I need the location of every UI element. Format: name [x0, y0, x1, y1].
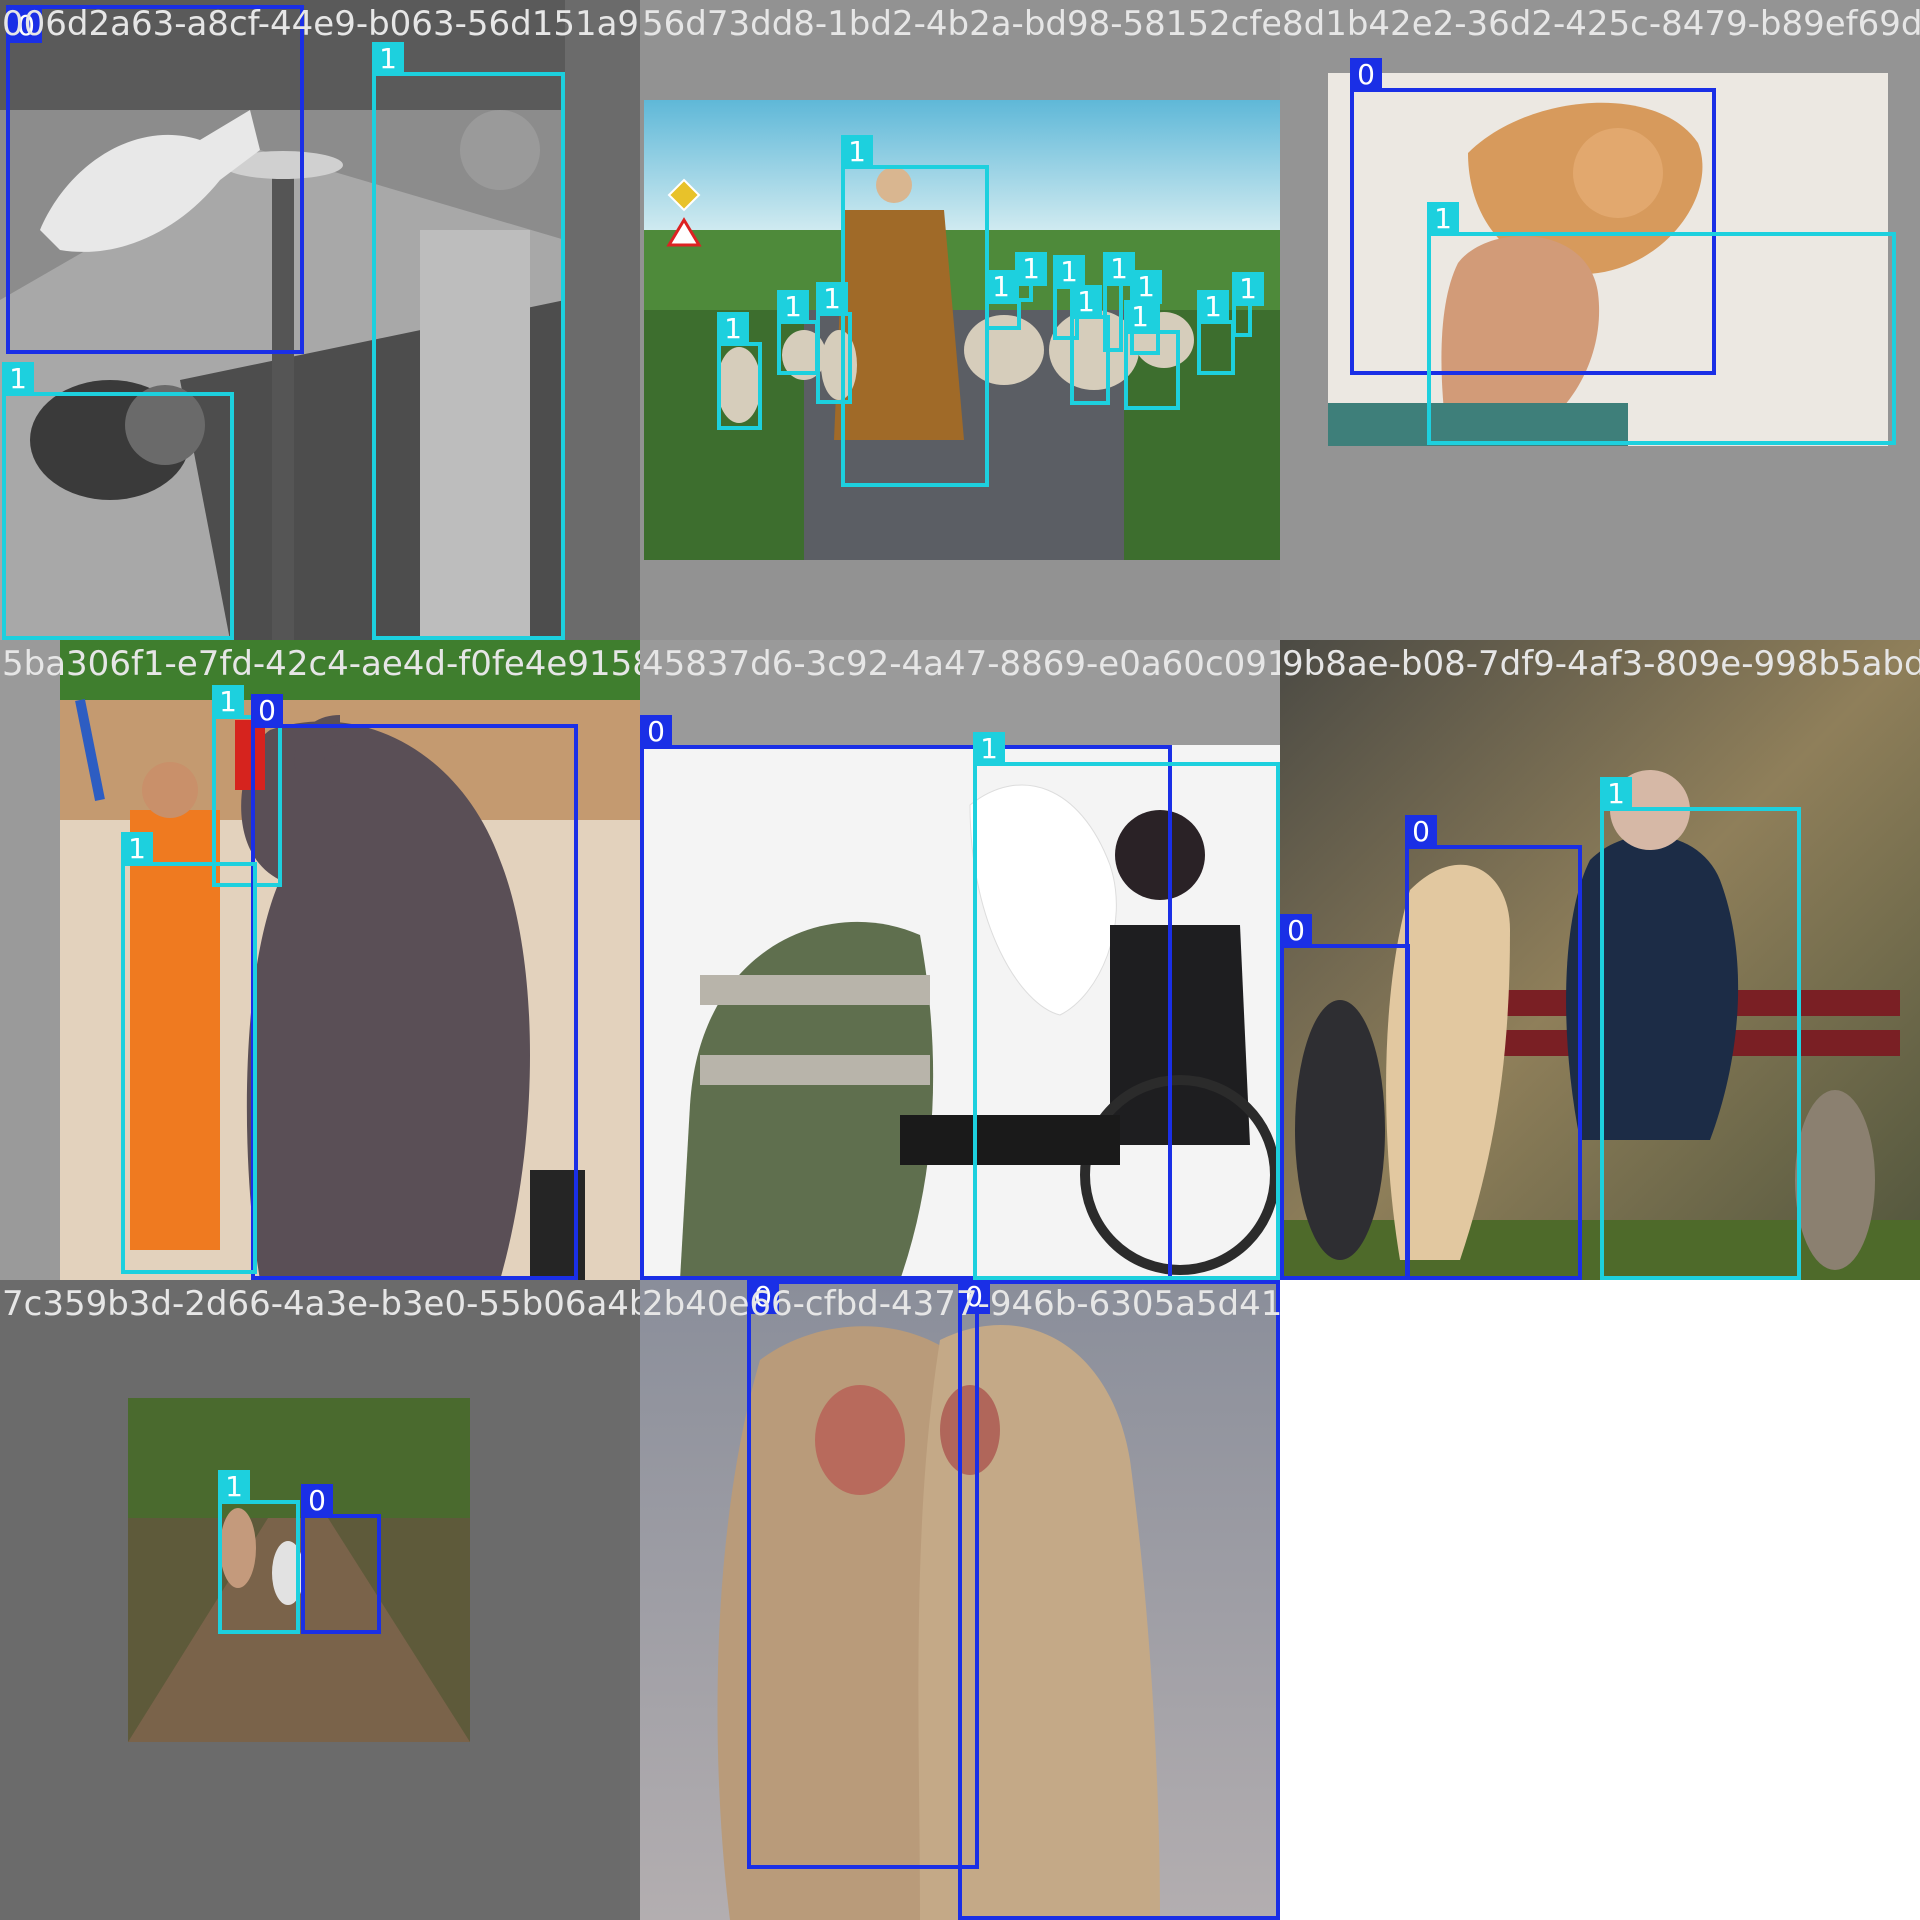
tile-filename: 45837d6-3c92-4a47-8869-e0a60c091839_jpg	[642, 644, 1280, 684]
bbox-label: 0	[301, 1484, 333, 1518]
bbox-class-0: 0	[958, 1280, 1280, 1920]
mosaic-tile-1: 006d2a63-a8cf-44e9-b063-56d151a92587_jpg…	[0, 0, 640, 640]
mosaic-tile-6: 9b8ae-b08-7df9-4af3-809e-998b5abd1 0 0 1	[1280, 640, 1920, 1280]
mosaic-tile-4: 5ba306f1-e7fd-42c4-ae4d-f0fe4e915874_jpg…	[0, 640, 640, 1280]
mosaic-tile-2: 56d73dd8-1bd2-4b2a-bd98-58152cfea828_jpg…	[640, 0, 1280, 640]
bbox-label: 1	[212, 685, 244, 719]
mosaic-tile-5: 45837d6-3c92-4a47-8869-e0a60c091839_jpg …	[640, 640, 1280, 1280]
empty-mosaic-cell	[1280, 1280, 1920, 1920]
bbox-class-1: 1	[717, 312, 762, 430]
bbox-class-1: 1	[841, 135, 989, 487]
bbox-label: 0	[251, 694, 283, 728]
bbox-class-1: 1	[777, 290, 819, 375]
bbox-label: 1	[985, 270, 1017, 304]
bbox-label: 1	[717, 312, 749, 346]
bbox-class-1: 1	[212, 685, 282, 887]
bbox-class-0: 0	[1350, 58, 1716, 375]
bbox-class-1: 1	[1232, 272, 1264, 337]
bbox-class-1: 1	[1070, 285, 1110, 405]
bbox-class-0: 0	[301, 1484, 381, 1634]
tile-photo	[1328, 73, 1888, 446]
bbox-label: 1	[1427, 202, 1459, 236]
bbox-label: 1	[2, 362, 34, 396]
bbox-label: 0	[1350, 58, 1382, 92]
bbox-label: 1	[1600, 777, 1632, 811]
bbox-label: 1	[1130, 270, 1162, 304]
bbox-label: 0	[1405, 815, 1437, 849]
bbox-class-0: 0	[6, 5, 304, 354]
bbox-label: 0	[10, 9, 42, 43]
bbox-class-1: 1	[985, 270, 1021, 330]
bbox-class-1: 1	[121, 832, 257, 1274]
man-dog-rug-scene	[1328, 73, 1888, 446]
tile-photo	[0, 0, 565, 640]
mosaic-tile-8: 2b40e66-cfbd-4377-946b-6305a5d41fd0_jpg …	[640, 1280, 1280, 1920]
bbox-class-1: 1	[1600, 777, 1801, 1280]
bbox-class-0: 0	[747, 1280, 979, 1869]
bbox-class-1: 1	[2, 362, 234, 640]
bbox-label: 1	[1070, 285, 1102, 319]
bbox-label: 1	[1103, 252, 1135, 286]
bbox-label: 1	[1197, 290, 1229, 324]
bbox-label: 1	[973, 732, 1005, 766]
bbox-label: 0	[1280, 914, 1312, 948]
mosaic-tile-3: 8d1b42e2-36d2-425c-8479-b89ef69d2 0 1	[1280, 0, 1920, 640]
tile-filename: 8d1b42e2-36d2-425c-8479-b89ef69d2	[1282, 4, 1920, 44]
bbox-label: 1	[841, 135, 873, 169]
wheelchair-horse-scene	[640, 745, 1280, 1280]
bbox-class-1: 1	[1015, 252, 1047, 302]
tile-photo	[60, 640, 640, 1280]
bbox-class-1: 1	[1197, 290, 1235, 375]
bbox-label: 1	[816, 282, 848, 316]
bbox-class-1: 1	[218, 1470, 300, 1634]
bbox-label: 1	[372, 42, 404, 76]
bbox-class-1: 1	[1124, 300, 1180, 410]
tile-filename: 7c359b3d-2d66-4a3e-b3e0-55b06a4b2b74_jpg	[2, 1284, 640, 1324]
bbox-class-1: 1	[1130, 270, 1162, 355]
bbox-label: 1	[1124, 300, 1156, 334]
bbox-label: 1	[121, 832, 153, 866]
tile-filename: 006d2a63-a8cf-44e9-b063-56d151a92587_jpg	[2, 4, 640, 44]
bbox-label: 1	[1232, 272, 1264, 306]
bbox-label: 1	[1015, 252, 1047, 286]
tile-filename: 56d73dd8-1bd2-4b2a-bd98-58152cfea828_jpg	[642, 4, 1280, 44]
bbox-class-1: 1	[973, 732, 1280, 1280]
bbox-label: 1	[777, 290, 809, 324]
bbox-class-0: 0	[251, 694, 578, 1280]
elephant-zoo-scene	[60, 640, 640, 1280]
bbox-class-1: 1	[1103, 252, 1135, 352]
bbox-label: 0	[640, 715, 672, 749]
bbox-class-1: 1	[372, 42, 565, 640]
grayscale-fountain-scene	[0, 0, 565, 640]
bbox-label: 0	[747, 1280, 779, 1314]
bbox-class-0: 0	[1280, 914, 1410, 1280]
tile-filename: 2b40e66-cfbd-4377-946b-6305a5d41fd0_jpg	[642, 1284, 1280, 1324]
mosaic-tile-7: 7c359b3d-2d66-4a3e-b3e0-55b06a4b2b74_jpg…	[0, 1280, 640, 1920]
tile-photo	[640, 745, 1280, 1280]
bbox-label: 1	[218, 1470, 250, 1504]
bbox-class-0: 0	[640, 715, 1172, 1280]
tile-filename: 5ba306f1-e7fd-42c4-ae4d-f0fe4e915874_jpg	[2, 644, 640, 684]
bbox-label: 0	[958, 1280, 990, 1314]
bbox-class-1: 1	[816, 282, 852, 404]
bbox-class-0: 0	[1405, 815, 1582, 1280]
bbox-label: 1	[1053, 255, 1085, 289]
tile-filename: 9b8ae-b08-7df9-4af3-809e-998b5abd1	[1282, 644, 1920, 684]
bbox-class-1: 1	[1427, 202, 1896, 445]
